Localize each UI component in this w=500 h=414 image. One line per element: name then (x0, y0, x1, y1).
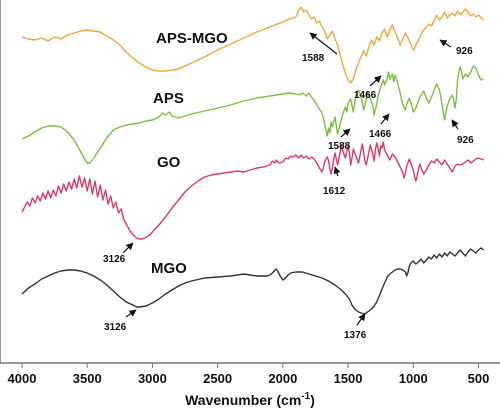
annotation-mgo-1376: 1376 (344, 313, 367, 341)
annotation-label: 1588 (328, 141, 351, 152)
annotation-arrow (439, 39, 452, 48)
annotation-arrow (333, 166, 341, 177)
annotation-arrow (356, 313, 366, 326)
annotation-go-1612: 1612 (323, 166, 346, 197)
x-axis-title-end: ) (310, 392, 315, 408)
annotation-aps-mgo-926: 926 (439, 39, 473, 57)
x-tick-label: 3000 (138, 371, 167, 386)
annotation-arrow (369, 75, 382, 87)
annotation-label: 1612 (323, 186, 346, 197)
annotation-label: 3126 (103, 254, 126, 265)
annotation-arrow (380, 113, 390, 125)
x-axis-title: Wavenumber (cm-1) (185, 391, 315, 408)
annotation-aps-mgo-1588: 1588 (302, 32, 338, 64)
series-label-aps: APS (153, 90, 184, 107)
series-line-mgo (21, 247, 485, 315)
annotation-label: 1466 (369, 129, 392, 140)
series-line-aps (21, 65, 484, 164)
annotation-label: 1376 (344, 330, 367, 341)
annotation-arrow (451, 119, 459, 130)
annotation-mgo-3126: 3126 (104, 309, 137, 333)
series-label-go: GO (157, 154, 181, 171)
x-tick-label: 2500 (203, 371, 232, 386)
x-tick-label: 2000 (268, 371, 297, 386)
annotation-label: 926 (456, 46, 473, 57)
x-tick-label: 1000 (399, 371, 428, 386)
x-axis-title-text: Wavenumber (cm (185, 392, 301, 408)
annotation-arrow (122, 242, 134, 254)
series-label-aps-mgo: APS-MGO (156, 30, 228, 47)
annotation-label: 1466 (354, 90, 377, 101)
annotation-arrow (309, 32, 338, 55)
series-lines (21, 6, 485, 315)
annotation-label: 3126 (104, 322, 127, 333)
annotation-aps-mgo-1466: 1466 (354, 75, 382, 101)
x-tick-label: 1500 (334, 371, 363, 386)
annotation-label: 1588 (302, 53, 325, 64)
annotation-aps-926: 926 (451, 119, 474, 146)
x-tick-label: 4000 (8, 371, 37, 386)
annotation-aps-1466: 1466 (369, 113, 392, 140)
annotation-go-3126: 3126 (103, 242, 134, 265)
x-axis-title-superscript: -1 (301, 391, 310, 402)
annotation-aps-1588: 1588 (328, 128, 351, 152)
annotation-label: 926 (457, 135, 474, 146)
annotation-arrow (340, 128, 351, 138)
x-tick-label: 3500 (73, 371, 102, 386)
series-label-mgo: MGO (151, 260, 187, 277)
x-tick-label: 500 (468, 371, 490, 386)
x-axis-ticks: 4000 3500 3000 2500 2000 1500 1000 500 (8, 363, 490, 386)
annotation-arrow (125, 309, 137, 318)
series-line-go (21, 141, 484, 240)
series-line-aps-mgo (21, 6, 485, 84)
